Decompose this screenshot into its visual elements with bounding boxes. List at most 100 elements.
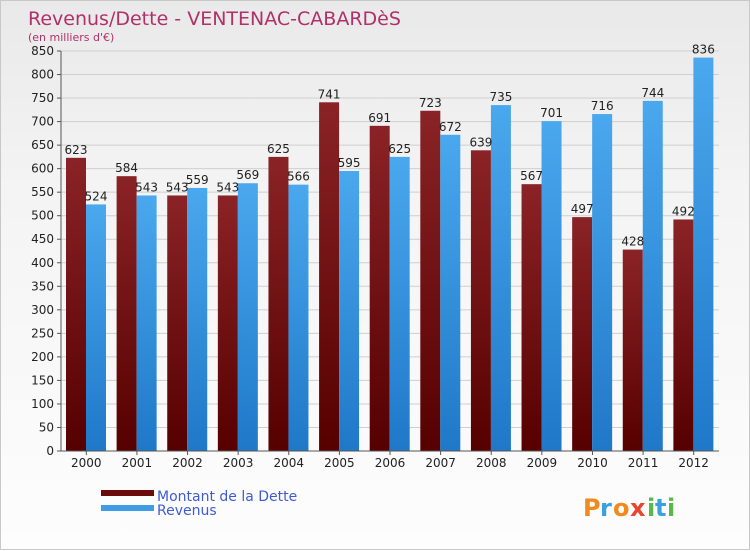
bar-debt-2003	[217, 195, 238, 451]
bar-debt-2007	[420, 110, 441, 451]
x-axis: 2000 2001 2002 2003 2004 2005 2006 2007 2008 2009…	[61, 450, 719, 470]
bar-revenue-2008	[490, 105, 511, 451]
logo-letter: o	[613, 494, 630, 522]
value-label-revenue-2008: 735	[489, 90, 512, 104]
x-tick-label: 2009	[527, 456, 558, 470]
x-tick-label: 2007	[425, 456, 456, 470]
bar-revenue-2011	[642, 100, 663, 451]
y-tick-label: 100	[31, 397, 54, 411]
legend-label-revenue: Revenus	[157, 503, 217, 519]
value-label-debt-2008: 639	[469, 135, 492, 149]
bar-debt-2006	[369, 125, 390, 451]
value-label-revenue-2005: 595	[338, 156, 361, 170]
value-label-debt-2010: 497	[571, 202, 594, 216]
x-tick-label: 2008	[476, 456, 507, 470]
legend-label-debt: Montant de la Dette	[157, 489, 297, 505]
y-tick-label: 150	[31, 373, 54, 387]
bar-debt-2004	[268, 156, 289, 451]
legend-swatch-debt	[101, 490, 154, 496]
bar-debt-2008	[470, 150, 491, 451]
bar-revenue-2004	[288, 184, 309, 451]
bar-debt-2011	[622, 249, 643, 451]
value-label-debt-2001: 584	[115, 161, 138, 175]
bar-revenue-2005	[339, 171, 360, 451]
value-label-revenue-2007: 672	[439, 120, 462, 134]
bar-revenue-2002	[187, 187, 208, 452]
y-tick-label: 450	[31, 232, 54, 246]
value-label-revenue-2003: 569	[236, 168, 259, 182]
logo-letter: r	[600, 494, 612, 522]
x-tick-label: 2003	[223, 456, 254, 470]
bars	[66, 57, 714, 452]
x-tick-label: 2011	[628, 456, 659, 470]
value-label-revenue-2004: 566	[287, 170, 310, 184]
logo-letter: x	[630, 494, 646, 522]
logo-letter: t	[655, 494, 666, 522]
value-label-debt-2011: 428	[621, 235, 644, 249]
y-tick-label: 350	[31, 279, 54, 293]
y-tick-label: 750	[31, 91, 54, 105]
value-label-revenue-2006: 625	[388, 142, 411, 156]
value-label-debt-2009: 567	[520, 169, 543, 183]
chart-title: Revenus/Dette - VENTENAC-CABARDèS	[28, 8, 401, 30]
y-tick-label: 200	[31, 350, 54, 364]
logo-letter: i	[667, 494, 675, 522]
legend: Montant de la Dette Revenus	[101, 489, 297, 519]
x-tick-label: 2006	[375, 456, 406, 470]
bar-debt-2002	[167, 195, 188, 451]
bar-revenue-2001	[136, 195, 157, 451]
x-tick-label: 2010	[577, 456, 608, 470]
y-axis: 0 50 100 150 200 250 300 350 400 450 500 550 600 650 7…	[31, 44, 62, 458]
y-tick-label: 50	[39, 420, 54, 434]
y-tick-label: 700	[31, 115, 54, 129]
value-label-revenue-2001: 543	[135, 180, 158, 194]
value-label-revenue-2012: 836	[692, 43, 715, 57]
y-tick-label: 800	[31, 68, 54, 82]
y-tick-label: 850	[31, 44, 54, 58]
bar-revenue-2010	[592, 114, 613, 451]
x-tick-label: 2005	[324, 456, 355, 470]
value-label-debt-2007: 723	[419, 96, 442, 110]
y-tick-label: 300	[31, 303, 54, 317]
y-tick-label: 550	[31, 185, 54, 199]
value-label-revenue-2009: 701	[540, 106, 563, 120]
value-label-revenue-2010: 716	[591, 99, 614, 113]
bar-revenue-2012	[693, 57, 714, 452]
x-tick-label: 2001	[122, 456, 153, 470]
x-tick-label: 2000	[71, 456, 102, 470]
x-tick-label: 2012	[678, 456, 709, 470]
value-label-debt-2003: 543	[216, 180, 239, 194]
bar-debt-2009	[521, 184, 542, 452]
bar-debt-2005	[319, 102, 340, 451]
logo-letter: P	[583, 494, 601, 522]
y-tick-label: 600	[31, 162, 54, 176]
y-tick-label: 500	[31, 209, 54, 223]
bar-revenue-2003	[237, 183, 258, 451]
y-tick-label: 650	[31, 138, 54, 152]
y-tick-label: 400	[31, 256, 54, 270]
value-label-debt-2004: 625	[267, 142, 290, 156]
y-tick-label: 250	[31, 326, 54, 340]
value-label-revenue-2000: 524	[85, 189, 108, 203]
value-label-revenue-2002: 559	[186, 173, 209, 187]
bar-revenue-2000	[86, 204, 106, 451]
value-label-debt-2000: 623	[65, 143, 88, 157]
value-label-debt-2005: 741	[318, 87, 341, 101]
value-label-revenue-2011: 744	[641, 86, 664, 100]
chart-subtitle: (en milliers d'€)	[28, 31, 114, 44]
bar-debt-2000	[66, 157, 86, 451]
bar-debt-2001	[116, 176, 137, 452]
value-label-debt-2006: 691	[368, 111, 391, 125]
bar-revenue-2006	[389, 156, 410, 451]
x-tick-label: 2002	[172, 456, 203, 470]
x-tick-label: 2004	[273, 456, 304, 470]
bar-revenue-2007	[440, 134, 461, 451]
legend-swatch-revenue	[101, 505, 154, 511]
y-tick-label: 0	[46, 444, 54, 458]
bar-revenue-2009	[541, 121, 562, 451]
bar-debt-2012	[673, 219, 694, 451]
